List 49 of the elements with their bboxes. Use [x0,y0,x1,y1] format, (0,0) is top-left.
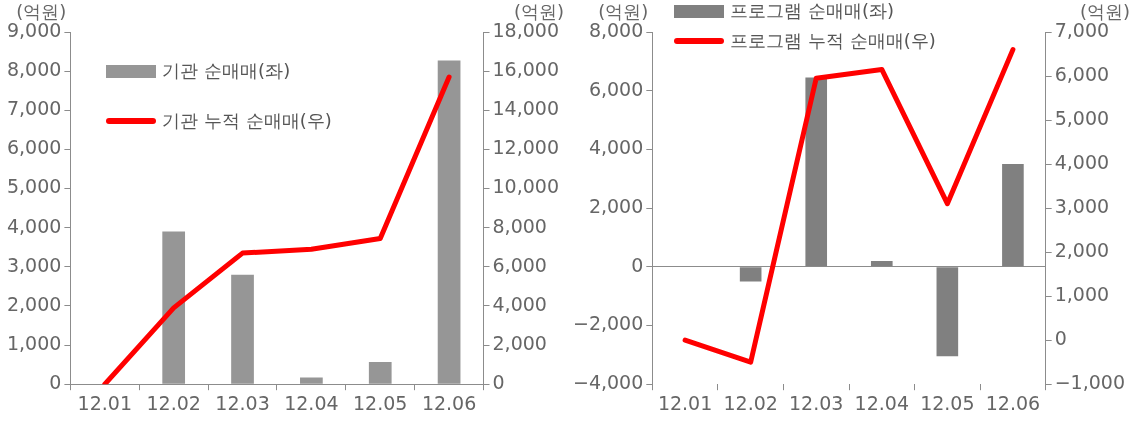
y2-tick-label: 8,000 [492,214,547,237]
y-tick-label: 3,000 [6,253,62,276]
y-tick-label: 2,000 [588,195,644,218]
x-tick-label: 12.06 [421,391,477,414]
y-tick-label: 7,000 [6,97,62,120]
y2-tick-label: 6,000 [1054,62,1110,85]
x-tick-label: 12.01 [77,391,133,414]
y2-tick-label: 3,000 [1054,195,1110,218]
y2-tick-label: 16,000 [492,58,559,81]
y-tick-label: 4,000 [6,214,62,237]
y2-tick-label: 5,000 [1054,106,1110,129]
y-tick-label: 6,000 [588,77,644,100]
x-tick-label: 12.02 [723,391,778,414]
legend-label: 프로그램 순매매(좌) [730,0,895,23]
x-tick-label: 12.03 [789,391,844,414]
x-tick-label: 12.04 [854,391,909,414]
x-tick-label: 12.01 [657,391,713,414]
legend-label: 기관 누적 순매매(우) [162,109,332,133]
x-tick-label: 12.02 [146,391,201,414]
y2-tick-label: 0 [1054,327,1067,350]
y2-tick-label: 14,000 [492,97,559,120]
y-tick-label: 2,000 [6,292,62,315]
y2-tick-label: 4,000 [492,292,547,315]
y2-tick-label: 1,000 [1054,283,1110,306]
y-tick-label: 4,000 [588,136,644,159]
y-tick-label: 0 [631,253,644,276]
y2-axis-title: (억원) [1079,0,1130,22]
legend-label: 프로그램 누적 순매매(우) [730,29,936,53]
x-tick-label: 12.04 [284,391,339,414]
y2-tick-label: 0 [492,371,505,394]
y2-tick-label: 6,000 [492,253,547,276]
y-tick-label: 0 [49,371,62,394]
y2-tick-label: 2,000 [1054,239,1110,262]
y2-tick-label: 2,000 [492,332,547,354]
y-tick-label: −4,000 [572,371,644,394]
x-tick-label: 12.05 [353,391,408,414]
legend-label: 기관 순매매(좌) [162,59,291,83]
y2-tick-label: 4,000 [1054,151,1110,174]
y2-tick-label: 12,000 [492,136,559,159]
y-tick-label: 5,000 [6,175,62,198]
y2-tick-label: 10,000 [492,175,559,198]
y-tick-label: −2,000 [572,312,644,335]
y2-tick-label: −1,000 [1054,371,1126,394]
y-tick-label: 8,000 [6,58,62,81]
y-tick-label: 6,000 [6,136,62,159]
x-tick-label: 12.06 [985,391,1041,414]
x-tick-label: 12.03 [215,391,270,414]
y-tick-label: 1,000 [6,332,62,354]
x-tick-label: 12.05 [920,391,975,414]
